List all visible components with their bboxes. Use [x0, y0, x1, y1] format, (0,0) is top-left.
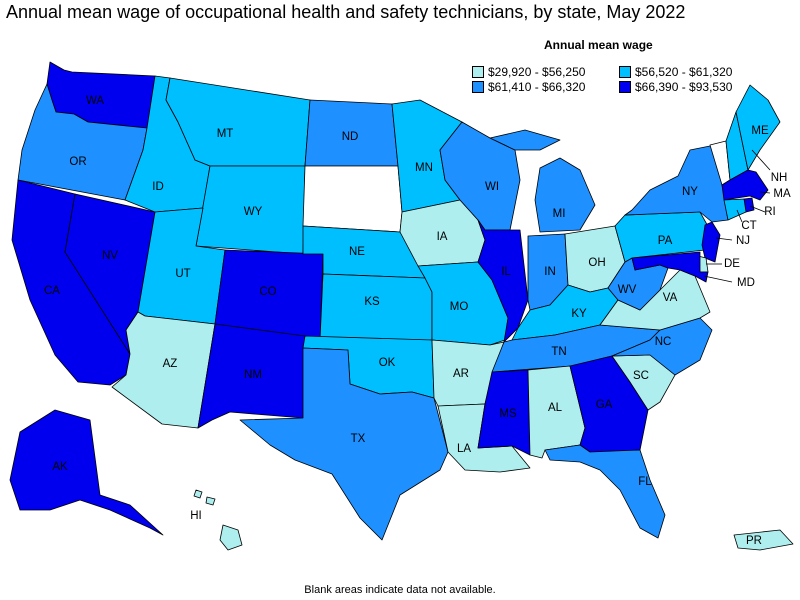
label-DE: DE	[724, 258, 740, 270]
label-UT: UT	[175, 268, 190, 280]
label-NH: NH	[771, 172, 788, 184]
label-MT: MT	[217, 128, 234, 140]
footnote: Blank areas indicate data not available.	[304, 584, 496, 596]
label-CO: CO	[259, 286, 276, 298]
legend-swatch	[472, 81, 484, 93]
label-NY: NY	[682, 186, 698, 198]
label-IL: IL	[501, 266, 511, 278]
label-MO: MO	[450, 301, 469, 313]
state-SD[interactable]	[302, 165, 403, 233]
label-SC: SC	[633, 370, 649, 382]
label-WA: WA	[86, 95, 104, 107]
label-NC: NC	[655, 336, 672, 348]
label-TN: TN	[551, 346, 566, 358]
label-KY: KY	[571, 308, 587, 320]
state-NY[interactable]	[624, 144, 729, 223]
state-AK[interactable]	[9, 409, 164, 536]
label-MD: MD	[737, 277, 755, 289]
state-PR[interactable]	[733, 529, 794, 551]
label-OH: OH	[588, 257, 605, 269]
state-TX[interactable]	[239, 347, 449, 541]
state-MA[interactable]	[721, 169, 769, 201]
legend-label: $66,390 - $93,530	[635, 80, 733, 94]
label-AL: AL	[548, 402, 563, 414]
legend-label: $29,920 - $56,250	[488, 65, 586, 79]
legend-label: $56,520 - $61,320	[635, 65, 733, 79]
legend-title: Annual mean wage	[544, 38, 653, 52]
label-WV: WV	[618, 284, 637, 296]
label-ME: ME	[751, 125, 769, 137]
label-MN: MN	[415, 162, 433, 174]
state-HI[interactable]	[193, 489, 243, 551]
label-CA: CA	[44, 285, 60, 297]
legend-swatch	[619, 66, 631, 78]
state-NJ[interactable]	[701, 221, 721, 263]
label-RI: RI	[764, 206, 776, 218]
label-NJ: NJ	[736, 235, 750, 247]
legend-label: $61,410 - $66,320	[488, 80, 586, 94]
label-IN: IN	[544, 266, 556, 278]
label-PR: PR	[746, 535, 762, 547]
label-KS: KS	[364, 296, 380, 308]
legend-item: $61,410 - $66,320	[472, 80, 585, 94]
state-MD[interactable]	[631, 251, 709, 283]
label-ND: ND	[342, 131, 359, 143]
label-GA: GA	[596, 399, 613, 411]
state-MI[interactable]	[489, 129, 596, 233]
label-AK: AK	[52, 461, 68, 473]
label-MI: MI	[553, 208, 566, 220]
legend-swatch	[472, 66, 484, 78]
label-LA: LA	[457, 443, 471, 455]
legend-item: $66,390 - $93,530	[619, 80, 732, 94]
label-MS: MS	[499, 408, 517, 420]
label-NV: NV	[102, 250, 118, 262]
label-CT: CT	[741, 220, 756, 232]
legend-swatch	[619, 81, 631, 93]
label-MA: MA	[773, 188, 791, 200]
label-AR: AR	[453, 368, 469, 380]
state-FL[interactable]	[544, 444, 666, 539]
label-VA: VA	[663, 292, 678, 304]
label-leader-lines	[703, 149, 771, 283]
state-CT[interactable]	[723, 198, 747, 221]
label-WI: WI	[485, 181, 499, 193]
label-WY: WY	[244, 206, 263, 218]
label-IA: IA	[437, 231, 448, 243]
label-OK: OK	[379, 357, 396, 369]
label-HI: HI	[190, 510, 202, 522]
label-AZ: AZ	[163, 358, 178, 370]
label-OR: OR	[69, 156, 86, 168]
map-title: Annual mean wage of occupational health …	[6, 2, 686, 22]
label-PA: PA	[658, 235, 673, 247]
legend-item: $56,520 - $61,320	[619, 65, 732, 79]
label-NE: NE	[349, 246, 365, 258]
label-FL: FL	[638, 476, 652, 488]
label-ID: ID	[152, 181, 164, 193]
label-TX: TX	[351, 433, 366, 445]
legend-item: $29,920 - $56,250	[472, 65, 585, 79]
label-NM: NM	[244, 369, 262, 381]
